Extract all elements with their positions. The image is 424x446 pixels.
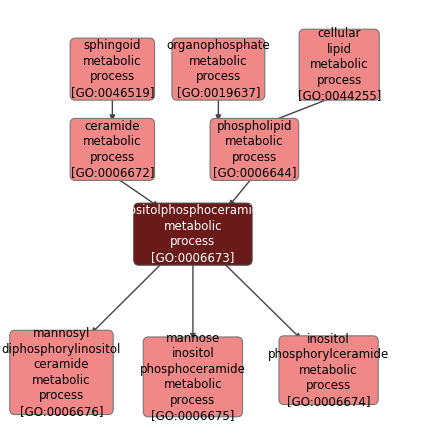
Text: inositolphosphoceramide
metabolic
process
[GO:0006673]: inositolphosphoceramide metabolic proces… — [119, 204, 267, 264]
Text: sphingoid
metabolic
process
[GO:0046519]: sphingoid metabolic process [GO:0046519] — [71, 39, 154, 99]
Text: cellular
lipid
metabolic
process
[GO:0044255]: cellular lipid metabolic process [GO:004… — [298, 27, 381, 102]
Text: mannosyl
diphosphorylinositol
ceramide
metabolic
process
[GO:0006676]: mannosyl diphosphorylinositol ceramide m… — [2, 327, 121, 417]
FancyBboxPatch shape — [10, 330, 113, 415]
FancyBboxPatch shape — [143, 337, 243, 417]
FancyBboxPatch shape — [279, 336, 378, 405]
Text: mannose
inositol
phosphoceramide
metabolic
process
[GO:0006675]: mannose inositol phosphoceramide metabol… — [140, 332, 246, 422]
Text: phospholipid
metabolic
process
[GO:0006644]: phospholipid metabolic process [GO:00066… — [213, 120, 296, 179]
FancyBboxPatch shape — [299, 29, 379, 100]
Text: inositol
phosphorylceramide
metabolic
process
[GO:0006674]: inositol phosphorylceramide metabolic pr… — [268, 333, 389, 408]
Text: ceramide
metabolic
process
[GO:0006672]: ceramide metabolic process [GO:0006672] — [71, 120, 154, 179]
Text: organophosphate
metabolic
process
[GO:0019637]: organophosphate metabolic process [GO:00… — [167, 39, 270, 99]
FancyBboxPatch shape — [70, 38, 154, 100]
FancyBboxPatch shape — [172, 38, 265, 100]
FancyBboxPatch shape — [134, 203, 252, 265]
FancyBboxPatch shape — [210, 118, 298, 180]
FancyBboxPatch shape — [70, 118, 154, 180]
